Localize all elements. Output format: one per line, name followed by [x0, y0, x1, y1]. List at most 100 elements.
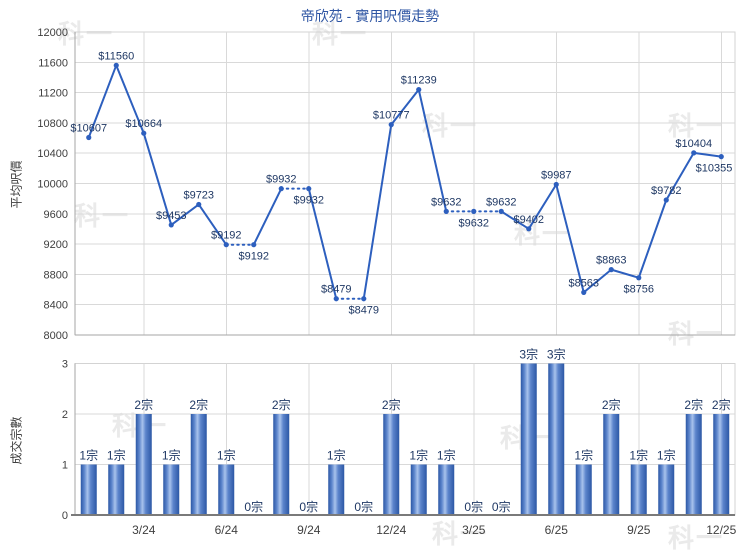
volume-xtick-label: 9/24	[297, 523, 321, 537]
price-data-point	[718, 154, 724, 160]
y-axis-title-volume: 成交宗數	[9, 416, 24, 465]
volume-bar-label: 1宗	[629, 448, 648, 463]
volume-bar-plot: 0 1 2 3 1宗 1宗 2宗 1宗 2宗 1宗 0宗 2宗 0宗 1宗 0宗 2宗 1宗 1宗 0宗 0宗 3宗 3宗…	[62, 347, 737, 538]
price-data-point	[388, 122, 394, 128]
price-data-point	[141, 130, 147, 136]
volume-bar-label: 0宗	[354, 499, 373, 514]
price-data-label: $8863	[596, 255, 627, 267]
price-data-label: $9932	[266, 174, 297, 186]
price-line-segment	[582, 268, 613, 294]
price-data-label: $9192	[238, 251, 269, 263]
volume-bar-label: 1宗	[217, 448, 236, 463]
price-data-label: $8563	[568, 277, 599, 289]
volume-bar	[273, 414, 290, 515]
price-data-label: $10607	[70, 123, 107, 135]
volume-bar-label: 2宗	[602, 397, 621, 412]
price-line-segment	[197, 203, 228, 246]
volume-bar-label: 2宗	[712, 397, 731, 412]
volume-bar	[658, 464, 675, 515]
volume-ytick-label: 2	[62, 409, 68, 421]
price-ytick-label: 11600	[38, 57, 68, 69]
price-data-label: $8479	[321, 284, 352, 296]
volume-ytick-label: 3	[62, 359, 68, 371]
volume-bar	[328, 464, 345, 515]
price-data-label: $10355	[696, 163, 733, 175]
volume-xtick-label: 9/25	[627, 523, 651, 537]
price-data-point	[251, 242, 257, 248]
volume-ytick-label: 0	[62, 510, 68, 522]
price-line-segment	[500, 210, 530, 230]
price-line-segment	[142, 132, 173, 226]
price-data-label: $11239	[401, 75, 437, 87]
price-data-label: $10777	[373, 110, 410, 122]
price-data-point	[333, 296, 339, 302]
price-data-point	[691, 150, 697, 156]
volume-bar	[190, 414, 207, 515]
price-ytick-label: 8400	[44, 300, 68, 312]
volume-bar	[80, 464, 97, 515]
volume-bar-label: 2宗	[382, 397, 401, 412]
volume-bar-label: 0宗	[299, 499, 318, 514]
price-data-label: $8479	[348, 305, 379, 317]
price-data-label: $9932	[293, 195, 324, 207]
volume-bar-label: 3宗	[519, 347, 538, 362]
price-data-point	[526, 226, 532, 232]
volume-bar-label: 3宗	[547, 347, 566, 362]
volume-bar-label: 0宗	[244, 499, 263, 514]
volume-xtick-label: 3/24	[132, 523, 156, 537]
price-data-point	[608, 267, 614, 273]
volume-bar	[548, 363, 565, 515]
price-ytick-label: 11200	[38, 88, 68, 100]
price-data-label: $9782	[651, 185, 682, 197]
volume-bar-label: 2宗	[134, 397, 153, 412]
price-ytick-label: 12000	[37, 27, 68, 39]
price-data-point	[278, 186, 284, 192]
price-ytick-label: 10400	[37, 148, 68, 160]
price-data-point	[306, 186, 312, 192]
price-line-segment	[307, 187, 338, 300]
price-data-label: $9723	[183, 189, 214, 201]
price-ytick-label: 9600	[44, 209, 68, 221]
price-line-segment	[417, 88, 448, 213]
price-ytick-label: 8000	[44, 330, 68, 342]
price-line-segment	[87, 64, 118, 139]
price-line-segment	[252, 187, 283, 246]
price-data-point	[663, 197, 669, 203]
volume-bar	[713, 414, 730, 515]
volume-xtick-label: 12/25	[706, 523, 736, 537]
volume-bar	[685, 414, 702, 515]
price-line-segment	[610, 268, 640, 279]
volume-bar	[575, 464, 592, 515]
volume-bar-label: 2宗	[272, 397, 291, 412]
volume-xtick-label: 3/25	[462, 523, 486, 537]
price-data-label: $10664	[125, 118, 162, 130]
volume-bar	[630, 464, 647, 515]
price-data-point	[553, 181, 559, 188]
price-ytick-label: 10000	[37, 179, 68, 191]
volume-xtick-label: 12/24	[376, 523, 406, 537]
volume-bar-label: 1宗	[574, 448, 593, 463]
volume-bar	[438, 464, 455, 515]
volume-bar-label: 2宗	[684, 397, 703, 412]
price-data-point	[581, 289, 587, 295]
price-ytick-label: 9200	[44, 239, 68, 251]
price-data-label: $9402	[513, 214, 544, 226]
volume-xtick-label: 6/24	[215, 523, 239, 537]
price-line-segment	[527, 183, 558, 230]
volume-bar-label: 0宗	[492, 499, 511, 514]
price-data-label: $9192	[211, 230, 242, 242]
volume-bar	[108, 464, 125, 515]
volume-bar-label: 1宗	[107, 448, 126, 463]
price-data-point	[113, 62, 119, 68]
price-line-plot: 8000 8400 8800 9200 9600 10000 10400 10800 11200…	[37, 27, 736, 342]
y-axis-title-price: 平均呎價	[9, 160, 24, 209]
price-ytick-label: 8800	[44, 269, 68, 281]
volume-bar	[218, 464, 235, 515]
volume-bar	[135, 414, 152, 515]
page-title: 帝欣苑 - 實用呎價走勢	[300, 8, 440, 24]
volume-bar-label: 1宗	[409, 448, 428, 463]
volume-bar-label: 2宗	[189, 397, 208, 412]
price-data-label: $9453	[156, 210, 187, 222]
